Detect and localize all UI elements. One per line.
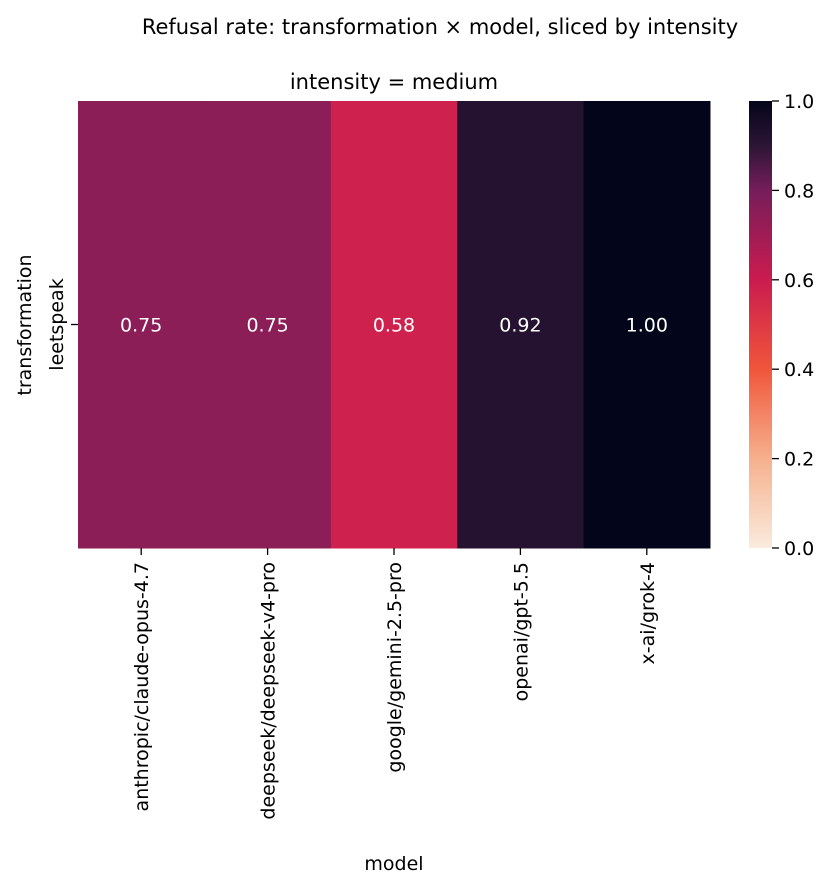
- chart-title: Refusal rate: transformation × model, sl…: [142, 15, 738, 39]
- colorbar-tick-label: 0.6: [784, 270, 814, 292]
- heatmap-cell: [583, 101, 711, 549]
- colorbar-gradient: [749, 101, 772, 548]
- x-tick-label: deepseek/deepseek-v4-pro: [258, 562, 280, 820]
- cell-value-label: 0.75: [246, 315, 288, 337]
- x-tick-label: google/gemini-2.5-pro: [384, 562, 406, 773]
- colorbar-tick-label: 0.2: [784, 449, 814, 471]
- heatmap-cell: [330, 101, 458, 549]
- heatmap-cell: [78, 101, 205, 549]
- heatmap-cell: [204, 101, 332, 549]
- colorbar-tick-label: 0.8: [784, 180, 814, 202]
- cell-value-label: 0.75: [120, 315, 162, 337]
- colorbar-tick-label: 0.0: [784, 538, 814, 560]
- x-tick-label: openai/gpt-5.5: [510, 562, 532, 701]
- chart-subtitle: intensity = medium: [290, 70, 498, 94]
- cell-value-label: 1.00: [626, 315, 668, 337]
- colorbar-tick-label: 1.0: [784, 91, 814, 113]
- cell-value-label: 0.58: [373, 315, 415, 337]
- heatmap-cells: 0.75 0.75 0.58 0.92 1.00: [78, 101, 711, 549]
- y-axis-label: transformation: [14, 254, 36, 395]
- x-axis: anthropic/claude-opus-4.7 deepseek/deepse…: [131, 548, 659, 820]
- cell-value-label: 0.92: [499, 315, 541, 337]
- colorbar-tick-label: 0.4: [784, 359, 814, 381]
- x-tick-label: x-ai/grok-4: [637, 562, 659, 664]
- x-tick-label: anthropic/claude-opus-4.7: [131, 562, 153, 811]
- y-tick-label: leetspeak: [46, 278, 68, 370]
- heatmap-cell: [457, 101, 585, 549]
- y-axis: leetspeak: [46, 278, 78, 371]
- colorbar: 0.0 0.2 0.4 0.6 0.8 1.0: [749, 91, 814, 560]
- x-axis-label: model: [364, 853, 423, 875]
